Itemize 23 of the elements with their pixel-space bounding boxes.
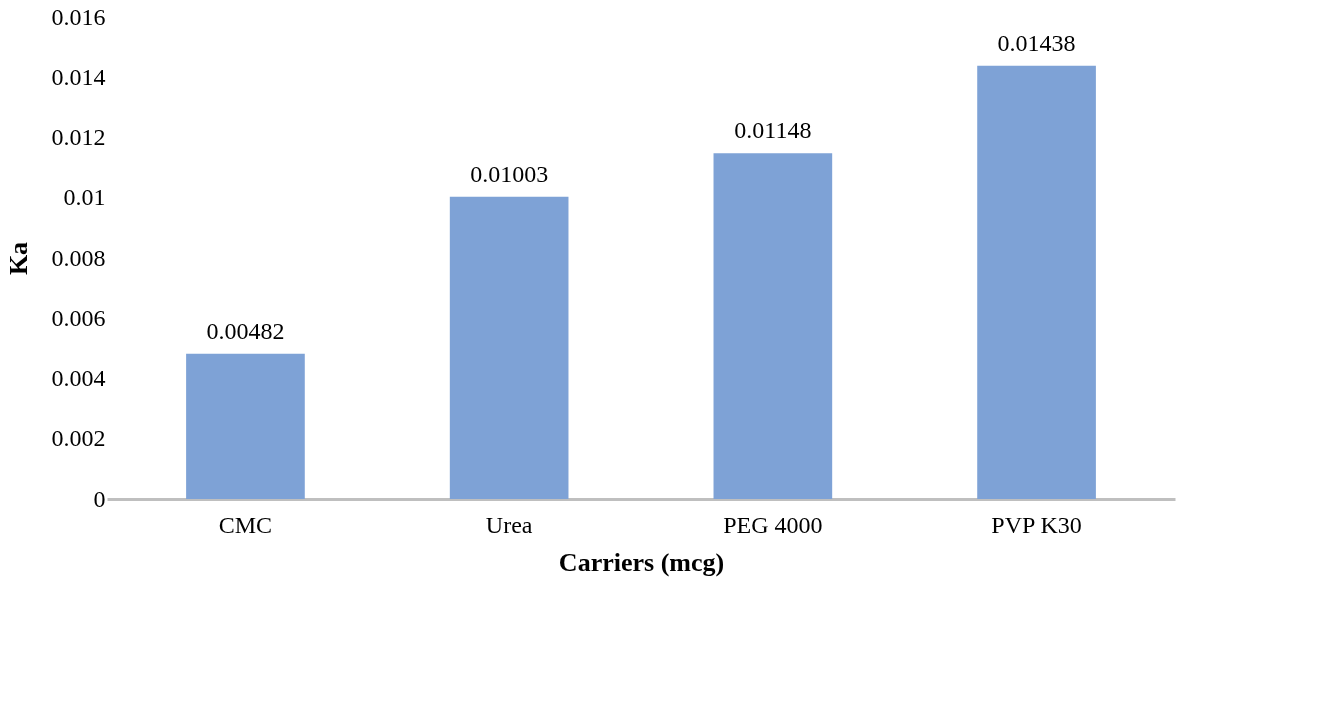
- y-tick-label: 0.006: [51, 304, 106, 331]
- x-tick-label: Urea: [485, 511, 533, 538]
- bar: [713, 153, 833, 499]
- x-tick-label: CMC: [218, 511, 273, 538]
- y-axis-title: Ka: [3, 241, 33, 276]
- bar: [186, 353, 305, 499]
- bar: [977, 65, 1096, 499]
- data-label: 0.01148: [734, 117, 812, 144]
- y-tick-label: 0.002: [51, 425, 106, 452]
- y-tick-label: 0.004: [51, 365, 106, 391]
- y-tick-label: 0.014: [51, 63, 106, 90]
- y-tick-label: 0.016: [51, 3, 106, 30]
- y-tick-label: 0: [93, 485, 106, 512]
- y-tick-label: 0.012: [51, 124, 106, 150]
- data-label: 0.00482: [206, 317, 285, 344]
- x-tick-label: PEG 4000: [723, 511, 823, 538]
- x-tick-label: PVP K30: [991, 511, 1082, 538]
- y-tick-label: 0.01: [63, 184, 106, 211]
- bar: [449, 196, 569, 499]
- data-label: 0.01438: [997, 29, 1076, 56]
- x-axis-title: Carriers (mcg): [558, 547, 725, 577]
- data-label: 0.01003: [470, 160, 549, 187]
- y-tick-label: 0.008: [51, 244, 106, 271]
